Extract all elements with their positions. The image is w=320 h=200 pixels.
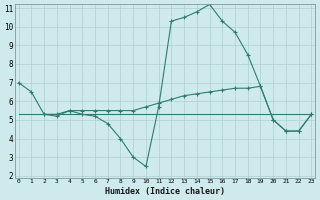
X-axis label: Humidex (Indice chaleur): Humidex (Indice chaleur): [105, 187, 225, 196]
